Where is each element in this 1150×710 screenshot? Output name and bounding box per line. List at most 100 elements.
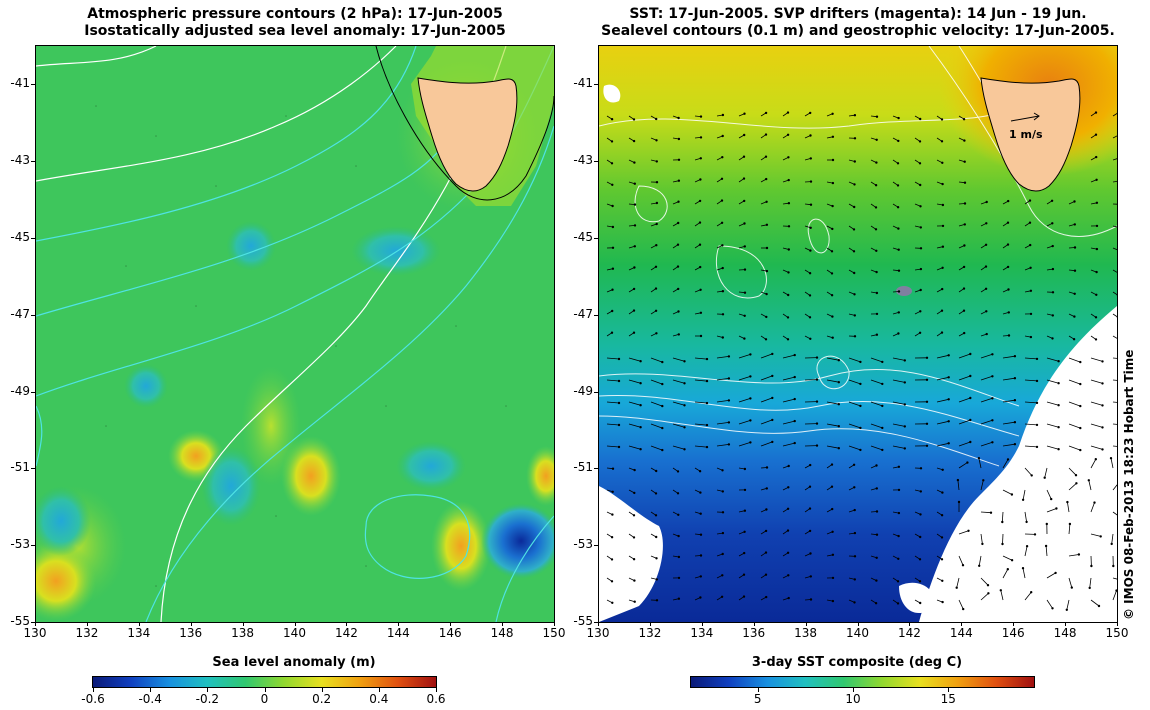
x-tick-label: 144 — [949, 626, 973, 640]
velocity-arrow — [870, 401, 883, 407]
velocity-arrow-head — [611, 183, 614, 187]
velocity-arrow-head — [1079, 404, 1082, 408]
velocity-arrow-head — [837, 381, 841, 384]
velocity-arrow-head — [611, 513, 614, 516]
velocity-arrow — [1024, 591, 1032, 601]
velocity-arrow-head — [765, 292, 768, 296]
x-tick-mark — [554, 622, 555, 626]
y-tick-mark — [594, 622, 598, 623]
velocity-arrow-head — [655, 222, 658, 226]
velocity-arrow — [760, 353, 773, 359]
velocity-scale-arrow — [1010, 112, 1040, 122]
velocity-arrow — [694, 357, 708, 360]
velocity-arrow — [760, 419, 773, 425]
velocity-arrow — [892, 379, 905, 383]
velocity-arrow — [1002, 399, 1015, 403]
velocity-arrow-head — [1051, 222, 1054, 225]
y-tick-label: -47 — [573, 306, 593, 321]
velocity-arrow-head — [721, 313, 725, 316]
velocity-arrow — [694, 379, 708, 382]
velocity-arrow-head — [897, 488, 901, 492]
velocity-arrow-head — [677, 137, 681, 141]
velocity-arrow — [980, 480, 984, 491]
sla-cool-2 — [36, 486, 91, 556]
velocity-arrow-head — [808, 529, 812, 533]
velocity-arrow-head — [787, 201, 791, 205]
velocity-arrow-head — [786, 529, 790, 532]
velocity-arrow — [870, 445, 883, 451]
sla-stipple — [95, 105, 507, 587]
right-title-line2: Sealevel contours (0.1 m) and geostrophi… — [601, 23, 1115, 39]
velocity-arrow-head — [897, 332, 900, 335]
velocity-arrow — [1090, 599, 1100, 607]
velocity-arrow-head — [991, 375, 994, 378]
velocity-arrow — [1112, 135, 1117, 139]
velocity-arrow-head — [874, 602, 878, 605]
velocity-arrow — [760, 441, 773, 447]
velocity-arrow-head — [853, 335, 857, 338]
velocity-arrow — [1068, 445, 1081, 451]
velocity-arrow-head — [941, 203, 945, 207]
velocity-arrow-head — [721, 552, 724, 556]
velocity-arrow-head — [897, 534, 900, 538]
velocity-arrow — [1046, 357, 1059, 362]
velocity-arrow-head — [698, 470, 702, 473]
velocity-arrow — [738, 376, 751, 381]
colorbar-tick-label: 0.6 — [426, 692, 446, 706]
velocity-arrow-head — [683, 360, 686, 363]
velocity-arrow-head — [1033, 533, 1037, 536]
velocity-arrow-head — [1079, 382, 1082, 386]
velocity-arrow-head — [962, 287, 966, 290]
velocity-arrow — [760, 375, 773, 381]
velocity-arrow — [1002, 533, 1004, 545]
velocity-arrow — [1067, 502, 1070, 513]
velocity-arrow-head — [874, 228, 878, 231]
velocity-arrow-head — [699, 178, 702, 181]
velocity-arrow — [716, 378, 729, 381]
velocity-arrow-head — [925, 356, 929, 360]
sea-level-anomaly-map-svg — [36, 46, 554, 622]
velocity-arrow-head — [991, 397, 994, 400]
velocity-arrow-head — [677, 576, 681, 580]
velocity-arrow-head — [897, 465, 901, 469]
velocity-arrow — [1068, 483, 1077, 491]
velocity-arrow — [826, 401, 839, 405]
velocity-arrow-head — [808, 507, 812, 510]
sea-level-colorbar — [92, 676, 437, 688]
colorbar-tick-label: 0 — [260, 692, 269, 706]
velocity-arrow — [1066, 599, 1070, 610]
x-tick-label: 134 — [690, 626, 714, 640]
velocity-arrow-head — [831, 181, 835, 185]
velocity-arrow-head — [787, 271, 790, 274]
velocity-arrow-head — [765, 315, 768, 319]
velocity-arrow-head — [809, 180, 813, 183]
velocity-arrow-head — [705, 401, 709, 405]
sst-cloud-mask — [599, 84, 1117, 622]
velocity-arrow — [848, 445, 861, 451]
left-title-line1: Atmospheric pressure contours (2 hPa): 1… — [87, 6, 503, 22]
velocity-arrow-head — [919, 183, 922, 187]
velocity-arrow-head — [853, 160, 857, 163]
velocity-arrow-head — [874, 183, 878, 187]
velocity-arrow-head — [698, 265, 702, 269]
x-tick-mark — [598, 622, 599, 626]
velocity-arrow-head — [969, 418, 972, 422]
x-tick-label: 132 — [638, 626, 662, 640]
velocity-arrow-head — [786, 338, 790, 341]
velocity-arrow-head — [743, 530, 746, 534]
velocity-arrow-head — [633, 203, 637, 206]
x-tick-label: 144 — [386, 626, 410, 640]
velocity-arrow-head — [903, 425, 907, 428]
right-title-line1: SST: 17-Jun-2005. SVP drifters (magenta)… — [629, 6, 1087, 22]
velocity-arrow-head — [742, 551, 746, 555]
velocity-arrow-head — [837, 403, 841, 406]
x-tick-mark — [86, 622, 88, 626]
left-colorbar-title: Sea level anomaly (m) — [212, 655, 376, 670]
velocity-arrow-head — [661, 426, 664, 430]
velocity-arrow — [606, 357, 620, 360]
velocity-arrow-head — [764, 551, 768, 554]
velocity-arrow-head — [1068, 522, 1072, 526]
velocity-arrow-head — [809, 226, 812, 230]
velocity-arrow-head — [1006, 458, 1010, 461]
velocity-arrow-head — [1007, 199, 1010, 203]
